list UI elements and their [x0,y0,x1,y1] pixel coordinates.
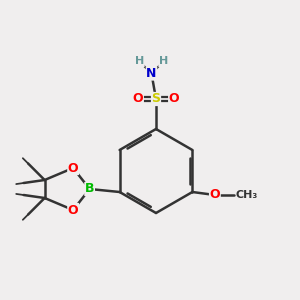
Text: H: H [135,56,144,67]
Text: CH₃: CH₃ [236,190,258,200]
Text: O: O [68,203,78,217]
Text: N: N [146,67,157,80]
Text: O: O [169,92,179,106]
Text: O: O [210,188,220,202]
Text: B: B [85,182,94,196]
Text: S: S [152,92,160,106]
Text: O: O [68,161,78,175]
Text: H: H [159,56,168,67]
Text: O: O [133,92,143,106]
